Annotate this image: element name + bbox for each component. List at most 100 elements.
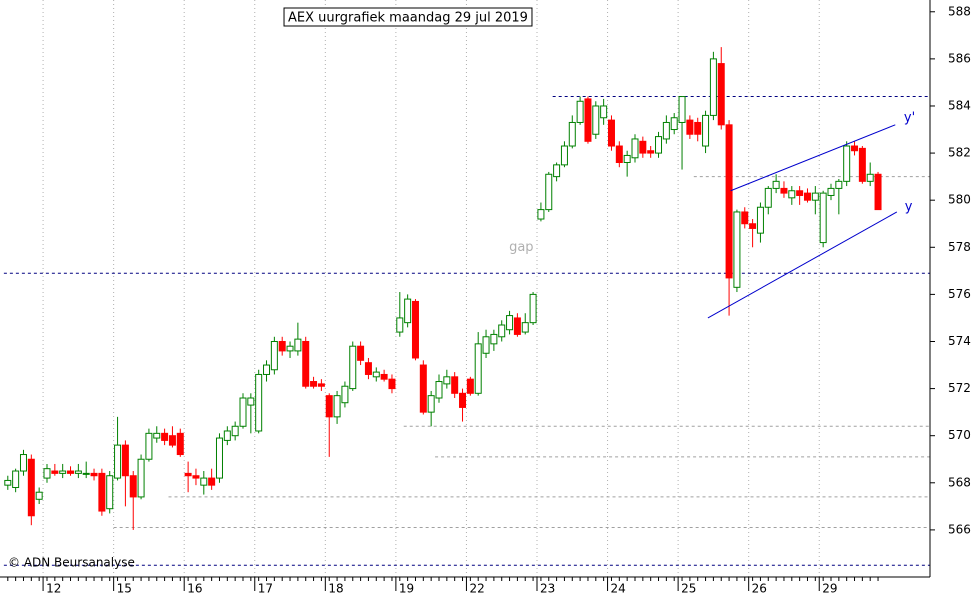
candle-body	[114, 444, 122, 479]
candle-body	[153, 432, 161, 439]
candle-body	[843, 145, 851, 182]
candle-body	[631, 138, 639, 159]
candle-body	[741, 211, 749, 225]
y-tick-label: 580	[948, 193, 971, 207]
x-tick-label: 25	[681, 582, 696, 596]
candle-body	[521, 322, 529, 333]
candle-body	[129, 475, 137, 498]
candle-body	[310, 381, 318, 387]
candle-body	[74, 470, 82, 474]
candle-body	[498, 324, 506, 338]
candle-body	[506, 315, 514, 331]
candle-body	[764, 187, 772, 208]
candle-body	[788, 190, 796, 199]
candle-body	[278, 340, 286, 352]
y-tick-label: 586	[948, 51, 971, 65]
candle-body	[796, 190, 804, 196]
y-tick-label: 570	[948, 428, 971, 442]
x-tick-label: 22	[469, 582, 484, 596]
y-tick-label: 566	[948, 522, 971, 536]
x-tick-label: 18	[328, 582, 343, 596]
candle-body	[270, 340, 278, 371]
candle-body	[12, 470, 20, 489]
candle-body	[686, 119, 694, 135]
candle-body	[82, 472, 90, 475]
x-tick-label: 23	[540, 582, 555, 596]
candle-body	[396, 317, 404, 333]
y-tick-label: 582	[948, 146, 971, 160]
candle-body	[600, 105, 608, 119]
candle-body	[576, 100, 584, 123]
candle-body	[827, 187, 835, 196]
trendline	[707, 211, 898, 319]
candle-body	[192, 475, 200, 479]
candle-body	[851, 145, 859, 152]
candle-body	[145, 432, 153, 460]
candle-body	[717, 63, 725, 126]
candle-body	[702, 114, 710, 147]
candle-body	[584, 98, 592, 142]
candle-body	[121, 444, 129, 477]
plot: 566 568 570 572 574 576 578 580 582 584 586 588 12 15…	[3, 0, 971, 596]
candle-body	[709, 58, 717, 116]
x-tick-label: 24	[611, 582, 626, 596]
candle-body	[51, 470, 59, 474]
trendline-label: y	[905, 200, 913, 215]
candle-body	[200, 477, 208, 486]
candle-body	[255, 373, 263, 432]
candle-body	[286, 345, 294, 352]
candle-body	[655, 136, 663, 154]
candle-body	[388, 378, 396, 390]
candle-body	[811, 192, 819, 201]
candle-body	[325, 395, 333, 418]
candle-body	[725, 124, 733, 279]
candle-body	[490, 333, 498, 345]
candle-body	[592, 105, 600, 135]
candle-body	[317, 383, 325, 387]
candle-body	[560, 145, 568, 166]
x-tick-label: 12	[46, 582, 61, 596]
candle-body	[223, 430, 231, 441]
candle-body	[756, 206, 764, 234]
candle-body	[435, 381, 443, 399]
candle-body	[670, 117, 678, 131]
y-tick-label: 584	[948, 98, 971, 112]
candle-body	[662, 121, 670, 140]
candle-body	[67, 470, 75, 474]
y-tick-label: 578	[948, 240, 971, 254]
candle-body	[459, 392, 467, 408]
candle-body	[137, 458, 145, 498]
candle-body	[333, 395, 341, 418]
y-tick-label: 588	[948, 4, 971, 18]
credit: © ADN Beursanalyse	[8, 556, 135, 570]
candle-body	[647, 150, 655, 154]
candle-body	[772, 180, 780, 189]
x-tick-label: 15	[117, 582, 132, 596]
x-tick-label: 19	[399, 582, 414, 596]
candle-body	[866, 173, 874, 182]
candle-body	[474, 343, 482, 394]
y-tick-label: 574	[948, 334, 971, 348]
candle-body	[623, 154, 631, 164]
candle-body	[302, 340, 310, 387]
candle-body	[404, 298, 412, 324]
candle-body	[615, 145, 623, 164]
candle-body	[529, 293, 537, 324]
candle-body	[513, 317, 521, 335]
candle-body	[372, 371, 380, 378]
title-box	[283, 7, 533, 27]
candle-body	[545, 173, 553, 211]
candle-body	[466, 378, 474, 394]
x-tick-label: 17	[258, 582, 273, 596]
candle-body	[106, 475, 114, 510]
candle-body	[43, 468, 51, 479]
candle-body	[247, 397, 255, 406]
candle-body	[568, 121, 576, 147]
x-tick-label: 16	[187, 582, 202, 596]
candle-body	[537, 209, 545, 220]
candle-body	[19, 454, 27, 472]
candle-body	[341, 385, 349, 404]
candle-body	[607, 119, 615, 147]
candle-body	[215, 437, 223, 479]
